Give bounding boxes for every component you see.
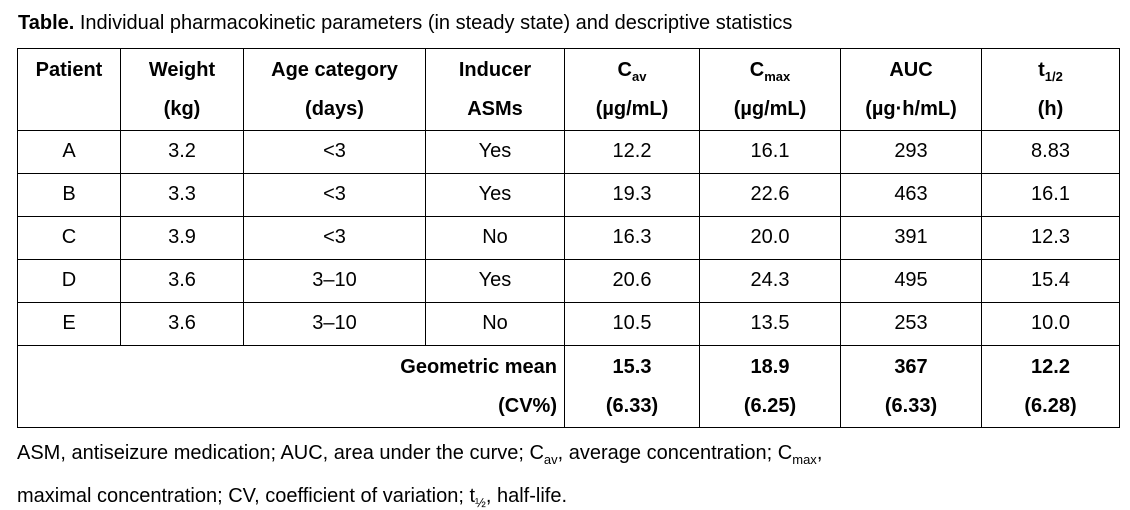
geometric-mean-auc: 367 (6.33) <box>840 345 982 428</box>
header-unit: (µg/mL) <box>595 98 669 120</box>
subscript: av <box>631 69 647 84</box>
header-main: Patient <box>35 59 103 81</box>
table-footnote: ASM, antiseizure medication; AUC, area u… <box>17 432 1120 510</box>
table-row-patient-e: E 3.6 3–10 No 10.5 13.5 253 10.0 <box>17 302 1120 346</box>
header-main: Cav <box>617 59 647 84</box>
patient-cell: A <box>17 130 121 174</box>
header-cell-auc: AUC (µg·h/mL) <box>840 48 982 131</box>
header-main: Age category <box>271 59 398 81</box>
table-label: Table. <box>18 12 75 34</box>
geometric-mean-cav: 15.3 (6.33) <box>564 345 700 428</box>
mean-value: 367 <box>894 356 928 378</box>
cmax-cell: 16.1 <box>699 130 841 174</box>
auc-cell: 495 <box>840 259 982 303</box>
inducer-cell: Yes <box>425 130 565 174</box>
table-row-patient-c: C 3.9 <3 No 16.3 20.0 391 12.3 <box>17 216 1120 260</box>
auc-cell: 463 <box>840 173 982 217</box>
geometric-mean-label: Geometric mean (CV%) <box>17 345 565 428</box>
age-cell: 3–10 <box>243 259 426 303</box>
cmax-cell: 13.5 <box>699 302 841 346</box>
header-cell-age-category: Age category (days) <box>243 48 426 131</box>
patient-cell: C <box>17 216 121 260</box>
header-main: Cmax <box>749 59 791 84</box>
patient-cell: D <box>17 259 121 303</box>
mean-value: 15.3 <box>612 356 652 378</box>
subscript: max <box>764 69 791 84</box>
header-cell-inducer-asms: Inducer ASMs <box>425 48 565 131</box>
inducer-cell: No <box>425 216 565 260</box>
inducer-cell: Yes <box>425 259 565 303</box>
footnote-line-1: ASM, antiseizure medication; AUC, area u… <box>17 442 823 467</box>
age-cell: <3 <box>243 216 426 260</box>
auc-cell: 293 <box>840 130 982 174</box>
header-unit: (h) <box>1037 98 1064 120</box>
subscript: 1/2 <box>1044 69 1063 84</box>
mean-value: 18.9 <box>750 356 790 378</box>
table-row-patient-d: D 3.6 3–10 Yes 20.6 24.3 495 15.4 <box>17 259 1120 303</box>
inducer-cell: Yes <box>425 173 565 217</box>
header-unit: (µg·h/mL) <box>865 98 957 120</box>
header-main: Inducer <box>458 59 532 81</box>
cav-cell: 12.2 <box>564 130 700 174</box>
geometric-mean-label-line1: Geometric mean <box>400 356 557 378</box>
mean-value: 12.2 <box>1031 356 1070 378</box>
thalf-cell: 10.0 <box>981 302 1120 346</box>
age-cell: <3 <box>243 130 426 174</box>
pk-table: Patient Weight (kg) Age category (days) … <box>17 48 1120 428</box>
patient-cell: B <box>17 173 121 217</box>
table-row-patient-b: B 3.3 <3 Yes 19.3 22.6 463 16.1 <box>17 173 1120 217</box>
header-cell-thalf: t1/2 (h) <box>981 48 1120 131</box>
weight-cell: 3.6 <box>120 302 244 346</box>
inducer-cell: No <box>425 302 565 346</box>
geometric-mean-label-line2: (CV%) <box>498 395 557 417</box>
header-unit: (days) <box>305 98 364 120</box>
header-cell-cmax: Cmax (µg/mL) <box>699 48 841 131</box>
geometric-mean-row: Geometric mean (CV%) 15.3 (6.33) 18.9 (6… <box>17 345 1120 428</box>
header-main: Weight <box>148 59 216 81</box>
header-unit: ASMs <box>467 98 523 120</box>
cmax-cell: 20.0 <box>699 216 841 260</box>
cav-cell: 19.3 <box>564 173 700 217</box>
geometric-mean-thalf: 12.2 (6.28) <box>981 345 1120 428</box>
geometric-mean-cmax: 18.9 (6.25) <box>699 345 841 428</box>
page-title: Table. Individual pharmacokinetic parame… <box>18 8 1120 38</box>
header-cell-weight: Weight (kg) <box>120 48 244 131</box>
header-cell-cav: Cav (µg/mL) <box>564 48 700 131</box>
cv-value: (6.25) <box>743 395 797 417</box>
cav-cell: 10.5 <box>564 302 700 346</box>
thalf-cell: 15.4 <box>981 259 1120 303</box>
thalf-cell: 12.3 <box>981 216 1120 260</box>
weight-cell: 3.2 <box>120 130 244 174</box>
cv-value: (6.28) <box>1024 395 1077 417</box>
age-cell: 3–10 <box>243 302 426 346</box>
cmax-cell: 22.6 <box>699 173 841 217</box>
cv-value: (6.33) <box>605 395 659 417</box>
age-cell: <3 <box>243 173 426 217</box>
cv-value: (6.33) <box>884 395 938 417</box>
weight-cell: 3.3 <box>120 173 244 217</box>
cmax-cell: 24.3 <box>699 259 841 303</box>
footnote-line-2: maximal concentration; CV, coefficient o… <box>17 485 568 510</box>
table-header-row: Patient Weight (kg) Age category (days) … <box>17 48 1120 131</box>
weight-cell: 3.6 <box>120 259 244 303</box>
weight-cell: 3.9 <box>120 216 244 260</box>
header-main: AUC <box>889 59 933 81</box>
header-cell-patient: Patient <box>17 48 121 131</box>
cav-cell: 20.6 <box>564 259 700 303</box>
thalf-cell: 16.1 <box>981 173 1120 217</box>
table-row-patient-a: A 3.2 <3 Yes 12.2 16.1 293 8.83 <box>17 130 1120 174</box>
auc-cell: 391 <box>840 216 982 260</box>
header-unit: (kg) <box>163 98 201 120</box>
thalf-cell: 8.83 <box>981 130 1120 174</box>
header-main: t1/2 <box>1038 59 1063 84</box>
patient-cell: E <box>17 302 121 346</box>
cav-cell: 16.3 <box>564 216 700 260</box>
header-unit: (µg/mL) <box>733 98 807 120</box>
table-caption: Individual pharmacokinetic parameters (i… <box>74 12 793 34</box>
auc-cell: 253 <box>840 302 982 346</box>
